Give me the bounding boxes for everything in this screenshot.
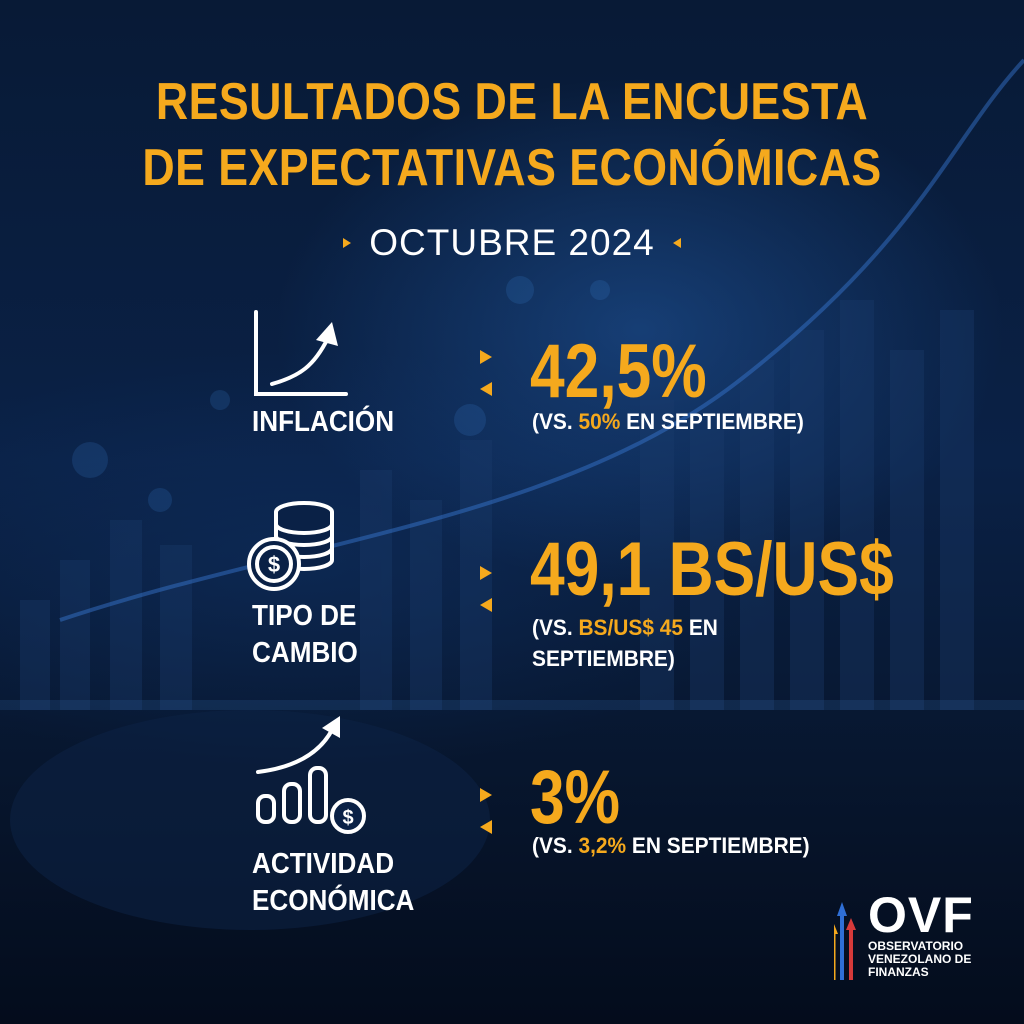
tipo-de-cambio-value: 49,1 BS/US$ <box>530 527 894 612</box>
inflacion-value: 42,5% <box>530 329 707 414</box>
date-label: OCTUBRE 2024 <box>369 222 655 263</box>
label-line: TIPO DE <box>252 600 357 632</box>
label-line: ECONÓMICA <box>252 885 415 917</box>
bars-dollar-growth-icon: $ <box>256 716 366 834</box>
logo-line: FINANZAS <box>868 965 929 979</box>
metric-marker <box>480 788 494 834</box>
triangle-right-icon <box>480 350 492 364</box>
logo-subtitle: OBSERVATORIO VENEZOLANO DE FINANZAS <box>868 940 971 979</box>
inflacion-label: INFLACIÓN <box>252 404 394 441</box>
ovf-logo-arrows-icon <box>834 902 856 980</box>
triangle-left-icon <box>672 238 681 248</box>
comparison-highlight: 50% <box>578 409 621 434</box>
comparison-line-2: SEPTIEMBRE) <box>532 646 675 671</box>
comparison-suffix: EN SEPTIEMBRE) <box>626 833 810 858</box>
label-line: CAMBIO <box>252 637 358 669</box>
svg-text:$: $ <box>342 807 353 829</box>
inflacion-comparison: (VS. 50% EN SEPTIEMBRE) <box>532 406 804 437</box>
metric-marker <box>480 566 494 612</box>
actividad-economica-comparison: (VS. 3,2% EN SEPTIEMBRE) <box>532 830 810 861</box>
svg-text:$: $ <box>268 552 280 577</box>
label-line: ACTIVIDAD <box>252 848 395 880</box>
comparison-line-1: (VS. BS/US$ 45 EN <box>532 612 718 643</box>
comparison-prefix: (VS. <box>532 409 579 434</box>
title-line-1: RESULTADOS DE LA ENCUESTA <box>155 73 869 131</box>
label-line: INFLACIÓN <box>252 406 395 438</box>
triangle-right-icon <box>343 238 352 248</box>
date-row: OCTUBRE 2024 <box>0 222 1024 264</box>
logo-name: OVF <box>868 887 974 943</box>
title-line-2: DE EXPECTATIVAS ECONÓMICAS <box>142 139 882 197</box>
logo-line: OBSERVATORIO <box>868 939 964 953</box>
comparison-prefix: (VS. <box>532 615 579 640</box>
tipo-de-cambio-label: TIPO DE CAMBIO <box>252 598 358 672</box>
comparison-highlight: 3,2% <box>578 833 627 858</box>
logo-line: VENEZOLANO DE <box>868 952 972 966</box>
triangle-right-icon <box>480 566 492 580</box>
metric-marker <box>480 350 494 396</box>
comparison-suffix: EN <box>683 615 718 640</box>
triangle-left-icon <box>480 382 492 396</box>
comparison-highlight: BS/US$ 45 <box>578 615 684 640</box>
triangle-right-icon <box>480 788 492 802</box>
triangle-left-icon <box>480 598 492 612</box>
coins-dollar-icon: $ <box>247 501 334 591</box>
comparison-suffix: EN SEPTIEMBRE) <box>620 409 804 434</box>
triangle-left-icon <box>480 820 492 834</box>
comparison-prefix: (VS. <box>532 833 579 858</box>
growth-chart-icon <box>254 310 348 396</box>
actividad-economica-label: ACTIVIDAD ECONÓMICA <box>252 846 414 920</box>
actividad-economica-value: 3% <box>530 755 621 840</box>
tipo-de-cambio-comparison: (VS. BS/US$ 45 EN SEPTIEMBRE) <box>532 612 718 674</box>
